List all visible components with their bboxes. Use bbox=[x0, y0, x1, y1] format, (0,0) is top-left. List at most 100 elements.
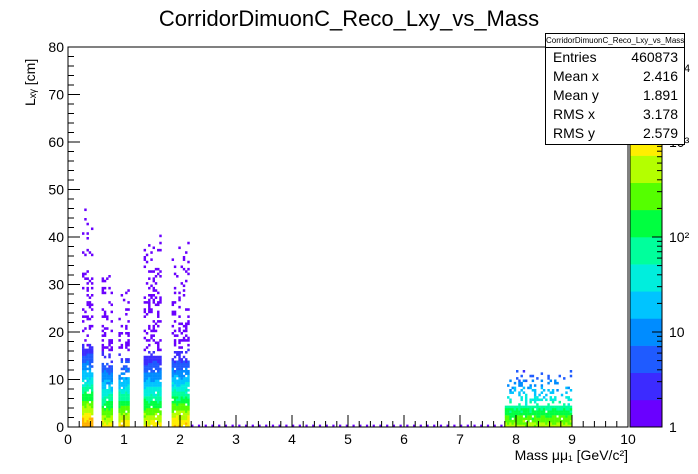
heatmap-cell bbox=[127, 391, 130, 394]
heatmap-cell bbox=[157, 415, 160, 418]
heatmap-cell bbox=[84, 417, 87, 421]
heatmap-cell bbox=[86, 294, 89, 297]
heatmap-cell bbox=[480, 424, 483, 427]
heatmap-cell bbox=[101, 377, 105, 380]
heatmap-cell bbox=[152, 301, 155, 304]
heatmap-cell bbox=[101, 277, 105, 280]
heatmap-cell bbox=[148, 270, 151, 273]
heatmap-cell bbox=[143, 256, 147, 259]
heatmap-cell bbox=[529, 386, 532, 390]
heatmap-cell bbox=[154, 422, 158, 425]
heatmap-cell bbox=[150, 270, 153, 273]
heatmap-cell bbox=[148, 400, 151, 404]
heatmap-cell bbox=[143, 384, 147, 387]
heatmap-cell bbox=[118, 332, 121, 335]
heatmap-cell bbox=[90, 398, 94, 402]
heatmap-cell bbox=[176, 386, 179, 390]
heatmap-cell bbox=[103, 367, 107, 371]
heatmap-cell bbox=[118, 398, 121, 402]
heatmap-cell bbox=[150, 353, 153, 356]
heatmap-cell bbox=[86, 358, 89, 361]
heatmap-cell bbox=[157, 301, 160, 304]
heatmap-cell bbox=[171, 313, 175, 316]
heatmap-cell bbox=[176, 370, 179, 373]
heatmap-cell bbox=[565, 391, 568, 394]
heatmap-cell bbox=[536, 403, 539, 406]
heatmap-cell bbox=[511, 424, 514, 428]
heatmap-cell bbox=[509, 417, 512, 421]
heatmap-cell bbox=[88, 374, 92, 378]
heatmap-cell bbox=[533, 405, 537, 409]
z-exponent-label: 4 bbox=[684, 63, 690, 75]
heatmap-cell bbox=[148, 381, 151, 385]
heatmap-cell bbox=[148, 351, 151, 354]
heatmap-cell bbox=[265, 424, 268, 427]
heatmap-cell bbox=[522, 391, 526, 394]
heatmap-cell bbox=[159, 339, 162, 342]
heatmap-cell bbox=[533, 389, 537, 392]
heatmap-cell bbox=[86, 410, 89, 413]
heatmap-cell bbox=[127, 289, 130, 292]
heatmap-cell bbox=[542, 415, 546, 418]
heatmap-cell bbox=[180, 372, 183, 375]
heatmap-cell bbox=[157, 374, 160, 378]
heatmap-cell bbox=[90, 365, 94, 368]
heatmap-cell bbox=[101, 381, 105, 385]
heatmap-cell bbox=[565, 410, 568, 413]
heatmap-cell bbox=[120, 393, 124, 397]
heatmap-cell bbox=[157, 398, 160, 402]
heatmap-cell bbox=[148, 417, 151, 421]
stats-row-value: 460873 bbox=[631, 49, 678, 65]
heatmap-cell bbox=[567, 398, 570, 402]
heatmap-cell bbox=[524, 415, 528, 418]
heatmap-cell bbox=[533, 410, 537, 413]
heatmap-cell bbox=[148, 372, 151, 375]
heatmap-cell bbox=[173, 422, 177, 425]
heatmap-cell bbox=[143, 308, 147, 311]
heatmap-cell bbox=[108, 286, 111, 290]
heatmap-cell bbox=[180, 339, 183, 342]
heatmap-cell bbox=[554, 412, 557, 416]
heatmap-cell bbox=[157, 272, 160, 276]
heatmap-cell bbox=[171, 360, 175, 364]
heatmap-cell bbox=[125, 346, 128, 349]
heatmap-cell bbox=[90, 386, 94, 390]
heatmap-cell bbox=[88, 412, 92, 416]
heatmap-cell bbox=[120, 332, 124, 335]
heatmap-cell bbox=[84, 339, 87, 342]
heatmap-cell bbox=[185, 322, 188, 326]
heatmap-cell bbox=[549, 419, 553, 423]
heatmap-cell bbox=[118, 405, 121, 409]
y-tick-label: 40 bbox=[48, 229, 64, 245]
heatmap-cell bbox=[178, 315, 181, 318]
heatmap-cell bbox=[84, 391, 87, 394]
heatmap-cell bbox=[127, 405, 130, 409]
heatmap-cell bbox=[426, 424, 429, 427]
heatmap-cell bbox=[157, 355, 160, 359]
heatmap-cell bbox=[101, 343, 105, 347]
heatmap-cell bbox=[182, 398, 186, 402]
heatmap-cell bbox=[143, 386, 147, 390]
heatmap-cell bbox=[565, 424, 568, 428]
heatmap-cell bbox=[185, 367, 188, 371]
heatmap-cell bbox=[178, 398, 181, 402]
heatmap-cell bbox=[569, 415, 573, 418]
heatmap-cell bbox=[542, 389, 546, 392]
heatmap-cell bbox=[171, 415, 175, 418]
heatmap-cell bbox=[84, 208, 87, 212]
heatmap-cell bbox=[533, 391, 537, 394]
heatmap-cell bbox=[150, 362, 153, 366]
heatmap-cell bbox=[118, 334, 121, 337]
heatmap-cell bbox=[171, 396, 175, 399]
heatmap-cell bbox=[529, 408, 532, 411]
heatmap-cell bbox=[522, 386, 526, 390]
heatmap-cell bbox=[549, 408, 553, 411]
heatmap-cell bbox=[171, 370, 175, 373]
heatmap-cell bbox=[567, 403, 570, 406]
heatmap-cell bbox=[150, 410, 153, 413]
heatmap-cell bbox=[118, 417, 121, 421]
heatmap-cell bbox=[84, 348, 87, 352]
heatmap-cell bbox=[127, 381, 130, 385]
x-tick-label: 5 bbox=[344, 431, 352, 447]
heatmap-cell bbox=[551, 412, 555, 416]
